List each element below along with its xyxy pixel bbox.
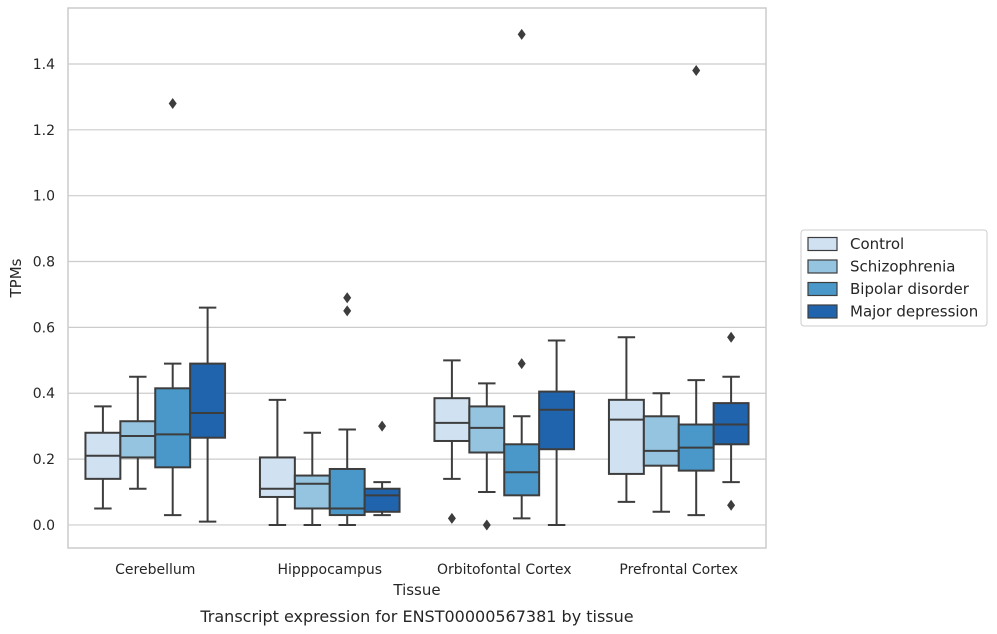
plot-area-frame [67,7,767,549]
box-iqr [258,456,296,498]
outlier-point [727,331,736,343]
legend-label: Bipolar disorder [850,280,970,298]
box-iqr [538,390,576,451]
box-0-2 [154,97,192,517]
y-tick-label: 0.0 [33,518,55,534]
box-1-0 [258,398,296,526]
box-0-3 [189,306,227,523]
legend-label: Schizophrenia [850,258,955,276]
outlier-point [343,292,352,304]
y-tick-label: 0.8 [33,255,55,271]
box-iqr [293,474,331,510]
legend-label: Major depression [850,303,978,321]
box-iqr [642,415,680,467]
y-axis-title: TPMs [7,258,25,298]
box-2-1 [468,382,506,531]
box-iqr [433,397,471,442]
box-2-2 [503,28,541,520]
box-1-2 [328,292,366,526]
y-tick-label: 1.4 [33,57,55,73]
legend-swatch [807,259,838,274]
box-3-2 [677,65,715,517]
legend-swatch [807,304,838,319]
x-tick-label: Cerebellum [115,562,195,578]
outlier-point [343,305,352,317]
box-iqr [154,387,192,469]
box-3-3 [712,331,750,511]
y-tick-label: 0.4 [33,386,55,402]
box-iqr [503,443,541,497]
legend-swatch [807,281,838,297]
x-tick-label: Orbitofontal Cortex [437,562,572,578]
y-tick-label: 1.0 [33,189,55,205]
box-iqr [119,420,157,459]
box-2-0 [433,359,471,524]
box-iqr [328,467,366,517]
box-1-1 [293,431,331,526]
box-2-3 [538,339,576,526]
boxes-group [84,28,750,531]
x-axis-title: Tissue [392,581,440,599]
legend-label: Control [850,235,904,253]
legend-frame [800,229,988,327]
box-iqr [363,487,401,513]
outlier-point [692,65,701,77]
box-3-1 [642,392,680,513]
box-iqr [607,398,645,475]
outlier-point [727,499,736,511]
box-1-3 [363,420,401,517]
legend-swatch [807,236,838,252]
y-tick-label: 1.2 [33,123,55,139]
outlier-point [482,519,491,531]
y-tick-label: 0.6 [33,320,55,336]
x-tick-label: Prefrontal Cortex [619,562,738,578]
chart-caption: Transcript expression for ENST0000056738… [199,607,633,626]
x-tick-label: Hipppocampus [277,562,382,578]
y-tick-labels: 0.0 0.2 0.4 0.6 0.8 1.0 1.2 1.4 [33,57,55,534]
box-0-0 [84,405,122,510]
box-iqr [468,405,506,454]
x-tick-labels: Cerebellum Hipppocampus Orbitofontal Corte… [115,562,738,578]
box-3-0 [607,336,645,503]
outlier-point [168,97,177,109]
outlier-point [517,358,526,370]
outlier-point [378,420,387,432]
y-tick-label: 0.2 [33,452,55,468]
outlier-point [447,512,456,524]
legend: Control Schizophrenia Bipolar disorder Majo… [800,229,988,327]
box-iqr [189,362,227,439]
outlier-point [517,28,526,40]
